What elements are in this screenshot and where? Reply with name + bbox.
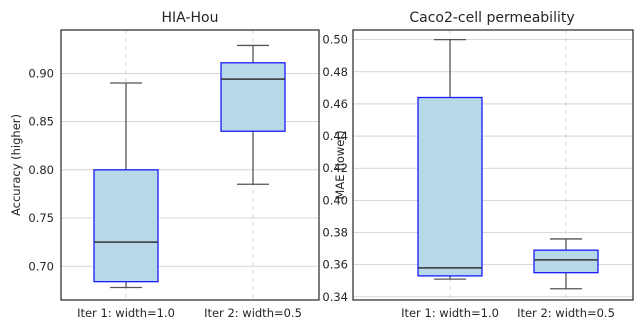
y-tick-label: 0.42 [322,161,348,175]
y-tick-label: 0.38 [322,226,348,240]
y-tick-label: 0.34 [322,290,348,304]
box-iqr [220,62,286,132]
y-tick-label: 0.40 [322,193,348,207]
box-iqr [417,96,483,277]
y-tick-label: 0.46 [322,97,348,111]
y-tick-label: 0.75 [28,211,54,225]
y-axis-label: Accuracy (higher) [9,114,23,216]
y-tick-label: 0.85 [28,115,54,129]
chart-title: Caco2-cell permeability [409,10,574,26]
x-tick-label: Iter 1: width=1.0 [77,306,175,320]
axes-frame [60,29,320,301]
y-axis-label: MAE (lower) [333,130,347,199]
x-tick-label: Iter 1: width=1.0 [401,306,499,320]
chart-title: HIA-Hou [162,10,219,26]
axes-frame [352,29,634,301]
x-tick-label: Iter 2: width=0.5 [517,306,615,320]
y-tick-label: 0.44 [322,129,348,143]
y-tick-label: 0.50 [322,33,348,47]
box-iqr [533,249,599,274]
panel-hia-hou: 0.70 0.75 0.80 0.85 0.90 Iter 1: width=1.0 Ite… [9,10,320,320]
y-tick-label: 0.80 [28,163,54,177]
panel-caco2: 0.34 0.36 0.38 0.40 0.42 0.44 0.46 0.48 0.50 Iter… [322,10,634,320]
y-tick-label: 0.90 [28,66,54,80]
y-tick-label: 0.48 [322,65,348,79]
box-iqr [93,169,159,283]
x-tick-label: Iter 2: width=0.5 [204,306,302,320]
y-tick-label: 0.36 [322,258,348,272]
y-tick-label: 0.70 [28,259,54,273]
